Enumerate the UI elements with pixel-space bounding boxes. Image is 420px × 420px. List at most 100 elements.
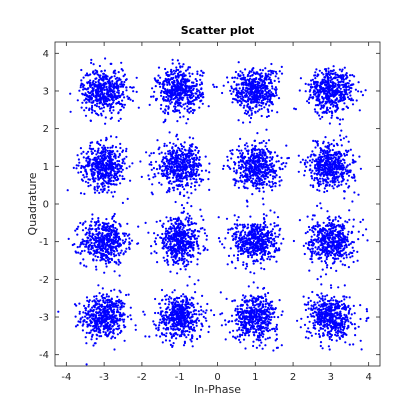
scatter-point [127,293,130,296]
scatter-point [170,70,173,74]
scatter-point [191,150,194,153]
scatter-point [208,171,211,174]
scatter-point [121,99,124,102]
scatter-point [241,298,244,301]
scatter-point [99,82,102,85]
scatter-point [179,116,182,119]
scatter-point [167,303,170,306]
scatter-point [89,184,92,187]
scatter-point [108,327,111,330]
scatter-point [249,312,253,315]
scatter-point [224,319,227,322]
scatter-point [161,239,164,242]
scatter-point [157,329,160,332]
scatter-point [116,295,119,298]
scatter-point [109,315,112,319]
scatter-point [172,94,175,97]
scatter-point [243,296,246,299]
scatter-point [165,258,169,261]
scatter-point [247,334,250,337]
scatter-point [85,172,88,175]
scatter-point [192,247,195,250]
scatter-point [201,71,204,74]
scatter-point [111,229,114,232]
scatter-point [76,99,79,102]
scatter-point [252,344,255,348]
scatter-point [156,261,159,264]
scatter-point [260,255,263,258]
scatter-point [189,178,192,181]
scatter-point [95,70,98,73]
scatter-point [175,325,178,328]
scatter-point [178,306,182,310]
scatter-point [105,256,108,259]
scatter-point [119,117,122,120]
scatter-point [185,93,188,96]
scatter-point [85,159,88,162]
scatter-point [237,230,240,233]
scatter-point [198,156,201,159]
scatter-point [111,80,114,83]
scatter-point [193,164,196,167]
scatter-point [186,247,190,250]
scatter-point [179,143,183,146]
scatter-point [182,344,186,347]
scatter-point [251,320,254,323]
scatter-point [165,72,168,75]
scatter-point [104,262,108,265]
scatter-point [89,324,92,327]
scatter-point [150,95,153,98]
scatter-point [99,308,102,311]
scatter-point [117,263,120,266]
scatter-point [106,329,109,332]
scatter-point [235,322,238,325]
scatter-point [242,225,245,228]
scatter-point [274,330,277,333]
scatter-point [153,77,156,80]
scatter-point [154,237,157,240]
scatter-point [113,255,116,258]
scatter-point [116,95,119,98]
scatter-point [90,235,94,239]
scatter-point [159,76,162,79]
scatter-point [190,316,193,319]
scatter-point [113,183,116,186]
scatter-point [238,310,241,314]
scatter-point [72,166,75,169]
scatter-point [100,335,103,338]
scatter-point [241,229,245,232]
scatter-point [201,74,204,77]
scatter-point [162,319,165,322]
scatter-point [94,81,97,84]
scatter-point [125,232,128,235]
scatter-point [102,299,105,302]
scatter-point [95,333,98,336]
scatter-point [158,164,161,167]
scatter-point [180,80,183,83]
scatter-point [112,175,115,178]
scatter-point [84,233,87,236]
scatter-point [200,328,203,331]
scatter-point [93,171,96,174]
scatter-point [107,152,111,155]
scatter-point [112,105,115,109]
scatter-point [198,177,201,180]
scatter-point [226,263,229,266]
scatter-point [89,308,92,311]
scatter-point [105,295,108,298]
scatter-point [179,322,182,325]
scatter-point [150,252,153,255]
scatter-point [168,300,171,303]
scatter-point [178,259,181,262]
scatter-point [252,312,255,315]
scatter-point [84,92,87,95]
scatter-point [99,154,102,158]
scatter-point [242,263,245,266]
scatter-point [180,97,183,100]
scatter-point [232,254,236,257]
scatter-point [171,85,174,88]
scatter-point [121,318,124,321]
scatter-point [196,258,199,261]
scatter-point [269,300,272,304]
scatter-point [99,89,103,92]
